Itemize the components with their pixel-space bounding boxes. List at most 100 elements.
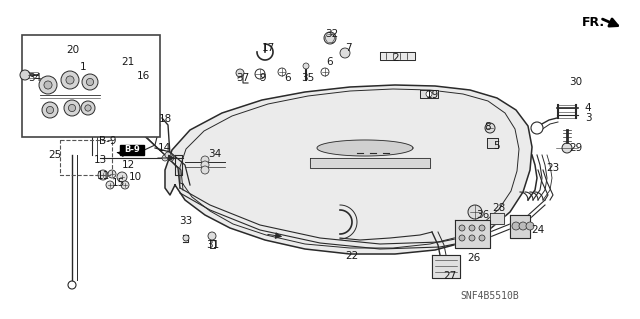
Text: 17: 17 bbox=[261, 43, 275, 53]
Circle shape bbox=[201, 156, 209, 164]
Text: 34: 34 bbox=[209, 149, 221, 159]
Text: 32: 32 bbox=[325, 29, 339, 39]
Circle shape bbox=[98, 170, 108, 180]
Text: B-9: B-9 bbox=[124, 145, 140, 154]
Text: 36: 36 bbox=[476, 210, 490, 220]
Text: 15: 15 bbox=[111, 178, 125, 188]
Polygon shape bbox=[455, 220, 490, 248]
Circle shape bbox=[106, 181, 114, 189]
Text: 33: 33 bbox=[179, 216, 193, 226]
Polygon shape bbox=[432, 255, 460, 278]
Circle shape bbox=[201, 161, 209, 169]
Text: 27: 27 bbox=[444, 271, 456, 281]
Text: 9: 9 bbox=[260, 73, 266, 83]
Circle shape bbox=[459, 235, 465, 241]
Text: 20: 20 bbox=[67, 45, 79, 55]
Circle shape bbox=[278, 68, 286, 76]
Circle shape bbox=[485, 123, 495, 133]
Circle shape bbox=[85, 105, 91, 111]
Circle shape bbox=[512, 222, 520, 230]
Polygon shape bbox=[317, 140, 413, 156]
Text: 23: 23 bbox=[547, 163, 559, 173]
Text: 26: 26 bbox=[467, 253, 481, 263]
Circle shape bbox=[44, 81, 52, 89]
Circle shape bbox=[39, 76, 57, 94]
Circle shape bbox=[46, 107, 54, 114]
Circle shape bbox=[208, 232, 216, 240]
Text: 30: 30 bbox=[570, 77, 582, 87]
Text: 12: 12 bbox=[122, 160, 134, 170]
Circle shape bbox=[562, 143, 572, 153]
Text: 2: 2 bbox=[393, 53, 399, 63]
Text: 11: 11 bbox=[97, 171, 109, 181]
Circle shape bbox=[468, 205, 482, 219]
Circle shape bbox=[303, 63, 309, 69]
Circle shape bbox=[42, 102, 58, 118]
Text: FR.: FR. bbox=[582, 16, 605, 28]
Text: 7: 7 bbox=[345, 43, 351, 53]
Text: 28: 28 bbox=[492, 203, 506, 213]
Circle shape bbox=[236, 69, 244, 77]
Circle shape bbox=[108, 170, 116, 178]
Text: 6: 6 bbox=[285, 73, 291, 83]
Text: 5: 5 bbox=[493, 141, 499, 151]
Polygon shape bbox=[420, 90, 438, 98]
Polygon shape bbox=[165, 85, 532, 254]
Circle shape bbox=[469, 235, 475, 241]
Text: 14: 14 bbox=[157, 143, 171, 153]
Text: 22: 22 bbox=[346, 251, 358, 261]
Circle shape bbox=[66, 76, 74, 84]
Text: 1: 1 bbox=[80, 62, 86, 72]
Circle shape bbox=[479, 225, 485, 231]
Text: SNF4B5510B: SNF4B5510B bbox=[461, 291, 520, 301]
Circle shape bbox=[459, 225, 465, 231]
Text: 19: 19 bbox=[426, 90, 438, 100]
Polygon shape bbox=[380, 52, 415, 60]
Bar bbox=[22, 35, 160, 137]
Circle shape bbox=[469, 225, 475, 231]
Circle shape bbox=[86, 78, 93, 85]
Text: 31: 31 bbox=[206, 240, 220, 250]
Text: 29: 29 bbox=[570, 143, 582, 153]
Circle shape bbox=[201, 166, 209, 174]
Polygon shape bbox=[487, 138, 498, 148]
Circle shape bbox=[255, 69, 265, 79]
Circle shape bbox=[519, 222, 527, 230]
Polygon shape bbox=[490, 213, 504, 224]
Text: 13: 13 bbox=[93, 155, 107, 165]
Polygon shape bbox=[310, 158, 430, 168]
Polygon shape bbox=[120, 145, 144, 155]
Circle shape bbox=[340, 48, 350, 58]
Text: 10: 10 bbox=[129, 172, 141, 182]
Text: 24: 24 bbox=[531, 225, 545, 235]
Text: 18: 18 bbox=[158, 114, 172, 124]
Bar bbox=[60, 140, 112, 175]
Circle shape bbox=[68, 104, 76, 112]
Text: 4: 4 bbox=[585, 103, 591, 113]
Text: 34: 34 bbox=[28, 73, 42, 83]
Circle shape bbox=[324, 32, 336, 44]
Circle shape bbox=[165, 152, 171, 158]
Polygon shape bbox=[510, 215, 530, 238]
Circle shape bbox=[531, 122, 543, 134]
Text: B-9: B-9 bbox=[99, 136, 116, 146]
Circle shape bbox=[64, 100, 80, 116]
Text: 21: 21 bbox=[122, 57, 134, 67]
Circle shape bbox=[526, 222, 534, 230]
Text: 8: 8 bbox=[484, 122, 492, 132]
Circle shape bbox=[117, 172, 127, 182]
Circle shape bbox=[426, 91, 432, 97]
Circle shape bbox=[121, 181, 129, 189]
Circle shape bbox=[61, 71, 79, 89]
Text: 3: 3 bbox=[585, 113, 591, 123]
Circle shape bbox=[81, 101, 95, 115]
Circle shape bbox=[321, 68, 329, 76]
Circle shape bbox=[82, 74, 98, 90]
Circle shape bbox=[20, 70, 30, 80]
Text: 35: 35 bbox=[301, 73, 315, 83]
Circle shape bbox=[162, 155, 168, 161]
Circle shape bbox=[183, 235, 189, 241]
Text: 16: 16 bbox=[136, 71, 150, 81]
Text: 25: 25 bbox=[49, 150, 61, 160]
Text: 37: 37 bbox=[236, 73, 250, 83]
